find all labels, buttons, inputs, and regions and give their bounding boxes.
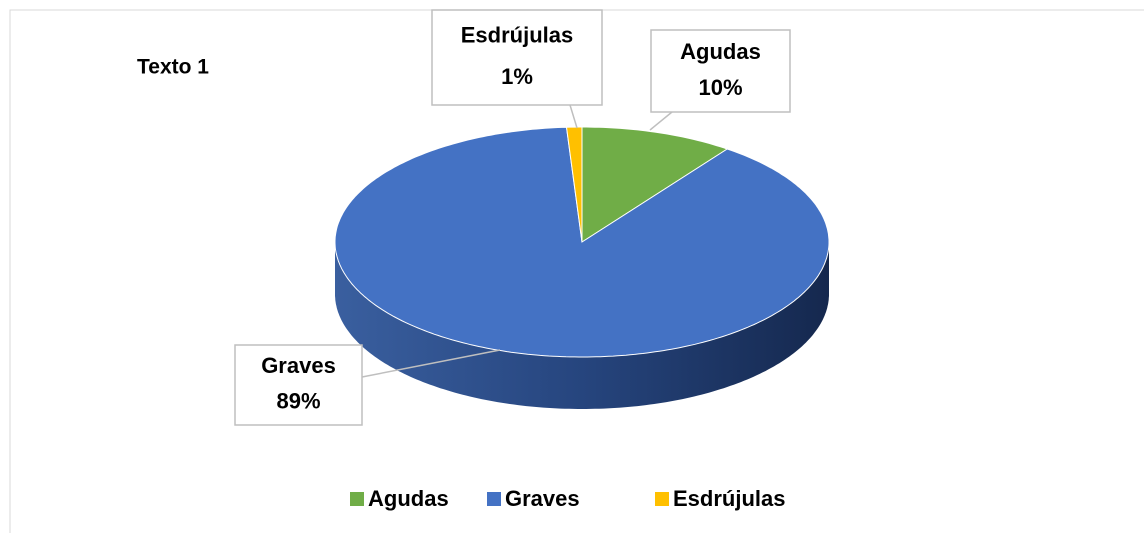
callout-leader <box>361 349 501 378</box>
data-label-value: 1% <box>501 64 533 89</box>
callout-leader <box>569 104 578 129</box>
legend-swatch <box>487 492 501 506</box>
callout-box <box>431 9 603 106</box>
callout-box <box>234 344 363 426</box>
chart-title: Texto 1 <box>137 56 209 79</box>
pie-slice <box>565 126 583 243</box>
legend-label: Agudas <box>368 486 449 511</box>
legend-swatch <box>655 492 669 506</box>
legend-label: Esdrújulas <box>673 486 785 511</box>
legend-swatch <box>350 492 364 506</box>
data-label-value: 10% <box>698 75 742 100</box>
data-label-category: Graves <box>261 353 336 378</box>
callout-box <box>650 29 791 113</box>
data-label-category: Esdrújulas <box>461 22 573 47</box>
chart-border <box>9 9 1144 533</box>
data-label-value: 89% <box>276 388 320 413</box>
pie-slice <box>581 126 729 243</box>
legend-label: Graves <box>505 486 580 511</box>
pie-side <box>335 242 829 409</box>
callout-leader <box>649 111 673 131</box>
pie-slice <box>334 126 830 358</box>
data-label-category: Agudas <box>680 39 761 64</box>
